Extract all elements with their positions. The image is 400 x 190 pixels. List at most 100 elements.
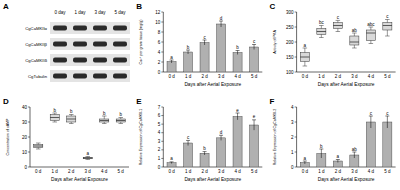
lane-label: 3 day	[94, 10, 106, 15]
x-tick-label: 5 d	[384, 74, 391, 79]
error-bar	[336, 160, 340, 163]
median	[100, 120, 109, 121]
marks	[300, 20, 392, 67]
panel: F01234Relative Expression of CgCaMKII-20…	[270, 97, 396, 182]
letter-label: d	[220, 16, 223, 21]
blot-band	[73, 74, 87, 79]
bar	[233, 116, 242, 167]
y-tick-label: 4	[158, 130, 161, 135]
x-tick-label: 4 d	[234, 74, 241, 79]
median	[333, 25, 342, 26]
letter-label: c	[386, 14, 389, 19]
error-bar	[186, 50, 190, 54]
median	[83, 158, 92, 159]
y-tick-label: 30	[22, 120, 28, 125]
letter-label: bc	[319, 20, 325, 25]
marks	[34, 113, 126, 160]
x-tick-label: 1 d	[318, 74, 325, 79]
y-tick-label: 2	[291, 135, 294, 140]
bar	[200, 43, 209, 73]
x-axis-label: Days after Aerial Exposure	[184, 82, 241, 87]
error-bar	[385, 116, 389, 128]
x-tick-label: 3 d	[218, 169, 225, 174]
blot-strip	[50, 22, 130, 34]
x-tick-label: 5 d	[384, 169, 391, 174]
x-tick-label: 4 d	[368, 74, 375, 79]
y-tick-label: 2	[158, 60, 161, 65]
marks	[167, 113, 259, 167]
whisker-cap	[352, 33, 357, 34]
x-tick-label: 0 d	[302, 169, 309, 174]
error-stem	[237, 113, 238, 120]
x-axis	[163, 72, 262, 73]
error-stem	[188, 140, 189, 145]
x-tick-label: 2 d	[68, 169, 75, 174]
panel-letter: D	[3, 97, 9, 106]
x-tick-label: 2 d	[335, 169, 342, 174]
whisker-cap	[303, 66, 308, 67]
y-axis	[296, 107, 297, 167]
y-tick-label: 6	[158, 40, 161, 45]
x-axis	[297, 167, 396, 168]
letter-label: b	[103, 111, 106, 116]
y-axis-label: Activity of PKA	[273, 30, 277, 54]
error-stem	[237, 51, 238, 55]
x-tick-label: 0 d	[35, 169, 42, 174]
whisker-cap	[336, 20, 341, 21]
error-cap	[252, 44, 256, 45]
error-bar	[203, 152, 207, 155]
blot-strip	[50, 70, 130, 82]
panel: C100150200250300Activity of PKA0 d1 d2 d…	[270, 2, 396, 87]
error-cap	[186, 50, 190, 51]
error-bar	[170, 60, 174, 63]
y-tick-label: 3	[291, 120, 294, 125]
letter-label: a	[304, 43, 307, 48]
letter-label: b	[320, 144, 323, 149]
y-tick-label: 3	[158, 139, 161, 144]
error-stem	[304, 161, 305, 164]
panel: B024681012Ca²⁺ per gram tissue (mg/g)0 d…	[136, 2, 262, 87]
whisker-cap	[385, 19, 390, 20]
letter-label: c	[370, 111, 373, 116]
x-tick-label: 1 d	[318, 169, 325, 174]
box	[50, 115, 59, 121]
y-axis-label: Relative Expression of CgCaMKII-1	[139, 109, 143, 166]
blot-band	[93, 58, 107, 63]
median	[67, 119, 76, 120]
x-tick-label: 4 d	[368, 169, 375, 174]
y-tick-label: 12	[155, 10, 161, 15]
error-cap	[252, 119, 256, 120]
lane-label: 1 day	[74, 10, 86, 15]
y-axis-label: Ca²⁺ per gram tissue (mg/g)	[139, 20, 143, 65]
row-label: CgTubulin	[28, 74, 48, 79]
bar	[167, 163, 176, 167]
whisker-cap	[36, 149, 41, 150]
y-tick-label: 10	[22, 150, 28, 155]
error-stem	[171, 162, 172, 164]
y-axis	[163, 12, 164, 72]
letter-label: b	[187, 45, 190, 50]
x-tick-label: 3 d	[351, 74, 358, 79]
error-bar	[352, 152, 356, 158]
bar	[250, 47, 259, 72]
letter-label: ab	[352, 147, 358, 152]
box	[34, 145, 43, 148]
whisker-cap	[303, 48, 308, 49]
median	[366, 33, 375, 34]
blot-band	[73, 26, 87, 31]
y-tick-label: 1	[291, 150, 294, 155]
panel: E01234567Relative Expression of CgCaMKII…	[136, 97, 262, 182]
whisker-cap	[385, 36, 390, 37]
median	[300, 57, 309, 58]
letter-label: b	[70, 109, 73, 114]
median	[50, 117, 59, 118]
letter-label: a	[337, 154, 340, 159]
x-axis-label: Days after Aerial Exposure	[318, 177, 375, 182]
blot-band	[113, 58, 127, 63]
blot-band	[113, 26, 127, 31]
y-tick-label: 10	[155, 20, 161, 25]
blot-band	[93, 26, 107, 31]
bar	[250, 125, 259, 167]
x-tick-label: 2 d	[335, 74, 342, 79]
y-axis	[30, 107, 31, 167]
